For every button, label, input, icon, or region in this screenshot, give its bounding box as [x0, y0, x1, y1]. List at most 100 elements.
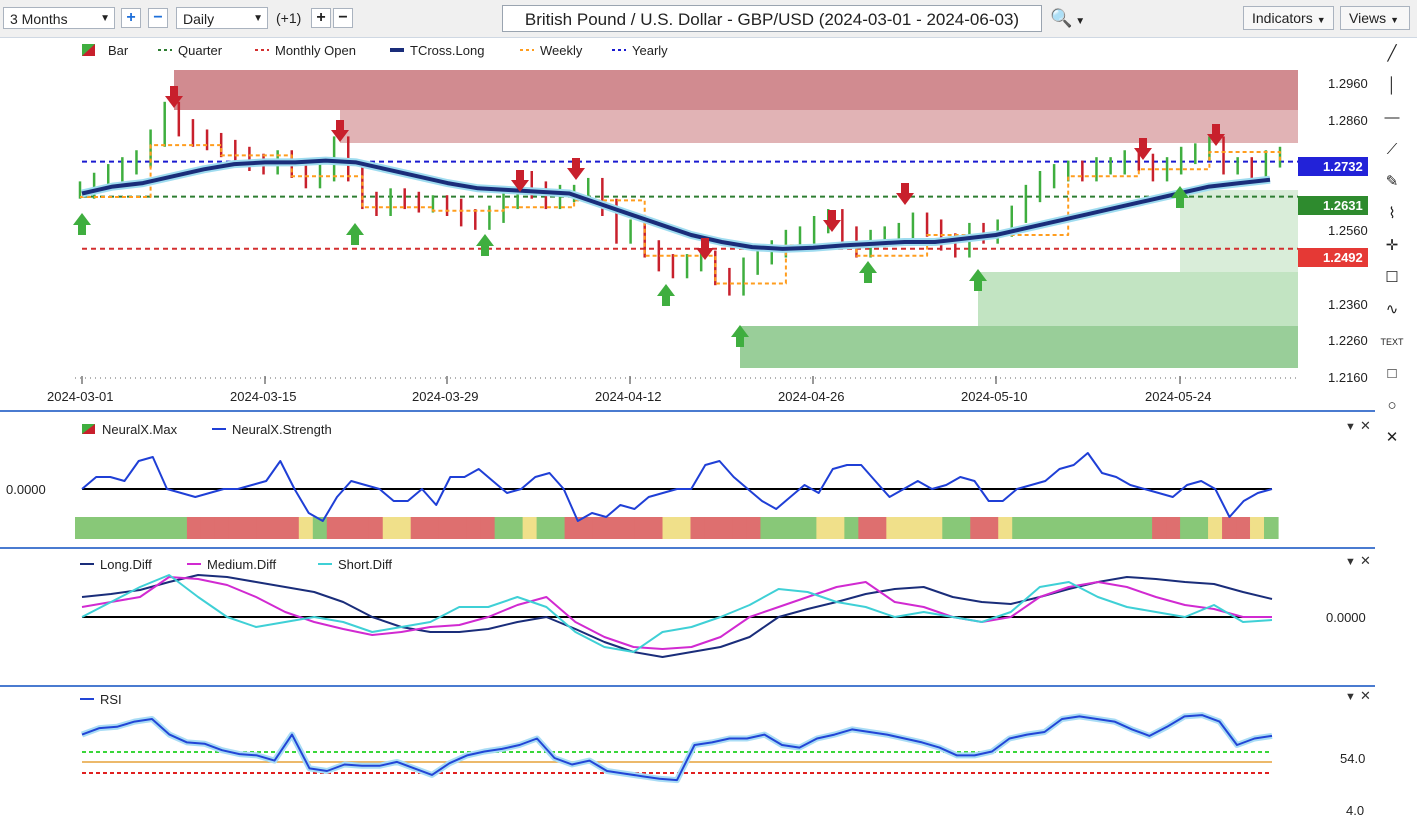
neuralx-max-zone: [340, 517, 356, 539]
legend-label: NeuralX.Strength: [232, 422, 332, 437]
neuralx-max-zone: [718, 517, 734, 539]
text-tool-icon[interactable]: TEXT: [1380, 337, 1404, 347]
chevron-down-icon: ▼: [100, 13, 110, 24]
diff-pane: 0.0000 Long.Diff Medium.Diff Short.Diff: [0, 557, 1375, 687]
neuralx-max-zone: [1152, 517, 1167, 539]
buy-arrow-icon: [73, 213, 91, 235]
neuralx-max-zone: [494, 517, 510, 539]
drawing-tools-panel: ╱ │ — ⟋ ✎ ⌇ ✛ ☐ ∿ TEXT □ ○ ✕: [1378, 40, 1408, 460]
circle-icon[interactable]: ○: [1387, 397, 1397, 414]
neuralx-max-zone: [326, 517, 342, 539]
neuralx-max-zone: [634, 517, 650, 539]
y-tick-label: 1.2260: [1328, 333, 1368, 348]
pane-collapse-icon[interactable]: ▼: [1345, 556, 1356, 568]
bar-legend-icon: [82, 44, 95, 56]
ray-icon[interactable]: ⟋: [1386, 141, 1398, 158]
neuralx-max-zone: [872, 517, 887, 539]
neuralx-max-zone: [130, 517, 146, 539]
range-select[interactable]: 3 Months ▼: [3, 7, 115, 29]
pane-close-icon[interactable]: ✕: [1360, 688, 1371, 703]
legend-label: Monthly Open: [275, 43, 356, 58]
neuralx-max-zone: [704, 517, 720, 539]
neuralx-max-zone: [1110, 517, 1125, 539]
legend-label: Weekly: [540, 43, 583, 58]
rsi-pane: 54.0 4.0 RSI: [80, 692, 1365, 817]
zoom-in-button[interactable]: +: [121, 8, 141, 28]
indicators-label: Indicators: [1252, 10, 1313, 26]
neuralx-max-zone: [1026, 517, 1041, 539]
neuralx-max-zone: [410, 517, 426, 539]
y-tick-label: 0.0000: [1326, 610, 1366, 625]
sell-arrow-icon: [331, 120, 349, 142]
remove-offset-button[interactable]: −: [333, 8, 353, 28]
sell-arrow-icon: [567, 158, 585, 180]
neuralx-max-zone: [662, 517, 678, 539]
neuralx-max-zone: [648, 517, 664, 539]
diff-line: [81, 574, 1273, 658]
legend-label: Bar: [108, 43, 129, 58]
legend-label: Short.Diff: [338, 557, 392, 572]
support-zone: [1180, 190, 1298, 272]
horizontal-line-icon[interactable]: —: [1384, 109, 1400, 126]
neuralx-max-zone: [382, 517, 398, 539]
legend-label: RSI: [100, 692, 122, 707]
neuralx-max-zone: [298, 517, 314, 539]
fib-icon[interactable]: ⌇: [1388, 205, 1396, 222]
price-label-box: [1298, 157, 1368, 176]
neuralx-max-zone: [480, 517, 496, 539]
pane-close-icon[interactable]: ✕: [1360, 418, 1371, 433]
neuralx-max-zone: [1208, 517, 1223, 539]
neuralx-max-zone: [816, 517, 831, 539]
chart-title[interactable]: British Pound / U.S. Dollar - GBP/USD (2…: [502, 5, 1042, 32]
vertical-line-icon[interactable]: │: [1387, 77, 1397, 94]
buy-arrow-icon: [1171, 186, 1189, 208]
views-button[interactable]: Views ▼: [1340, 6, 1410, 30]
crosshair-icon[interactable]: ✛: [1385, 237, 1399, 254]
rectangle-icon[interactable]: □: [1387, 365, 1397, 382]
toolbar: 3 Months ▼ + − Daily ▼ (+1) + − British Po…: [0, 0, 1417, 38]
brush-icon[interactable]: ✎: [1385, 173, 1399, 190]
legend-label: Yearly: [632, 43, 668, 58]
rsi-line: [81, 714, 1273, 782]
neuralx-max-zone: [1040, 517, 1055, 539]
neuralx-max-zone: [578, 517, 594, 539]
legend-label: Long.Diff: [100, 557, 152, 572]
line-tool-icon[interactable]: ╱: [1387, 45, 1397, 62]
close-icon[interactable]: ✕: [1385, 429, 1399, 446]
interval-value: Daily: [183, 11, 215, 27]
wave-icon[interactable]: ∿: [1385, 301, 1399, 318]
pane-collapse-icon[interactable]: ▼: [1345, 691, 1356, 703]
x-tick-label: 2024-04-26: [778, 389, 845, 404]
y-tick-label: 1.2160: [1328, 370, 1368, 385]
y-tick-label: 1.2360: [1328, 297, 1368, 312]
support-zone: [740, 326, 1298, 368]
neuralx-max-zone: [1194, 517, 1209, 539]
neuralx-max-zone: [676, 517, 692, 539]
indicators-button[interactable]: Indicators ▼: [1243, 6, 1334, 30]
x-tick-label: 2024-05-24: [1145, 389, 1212, 404]
interval-select[interactable]: Daily ▼: [176, 7, 268, 29]
search-icon[interactable]: 🔍 ▼: [1050, 8, 1086, 28]
views-label: Views: [1349, 10, 1387, 26]
neuralx-max-zone: [1124, 517, 1139, 539]
offset-label: (+1): [276, 10, 302, 26]
buy-arrow-icon: [969, 269, 987, 291]
zoom-out-button[interactable]: −: [148, 8, 168, 28]
add-offset-button[interactable]: +: [311, 8, 331, 28]
neuralx-max-zone: [984, 517, 999, 539]
neuralx-max-zone: [75, 517, 90, 539]
y-tick-label: 1.2560: [1328, 223, 1368, 238]
neuralx-max-zone: [144, 517, 160, 539]
price-label-box: [1298, 196, 1368, 215]
pane-close-icon[interactable]: ✕: [1360, 553, 1371, 568]
neuralx-max-zone: [1250, 517, 1265, 539]
sell-arrow-icon: [823, 210, 841, 232]
y-tick-label: 0.0000: [6, 482, 46, 497]
sell-arrow-icon: [1134, 138, 1152, 160]
neuralx-max-zone: [242, 517, 258, 539]
neuralx-max-zone: [760, 517, 776, 539]
pane-collapse-icon[interactable]: ▼: [1345, 421, 1356, 433]
neuralx-max-zone: [970, 517, 985, 539]
comment-icon[interactable]: ☐: [1385, 269, 1399, 286]
neuralx-max-zone: [186, 517, 202, 539]
